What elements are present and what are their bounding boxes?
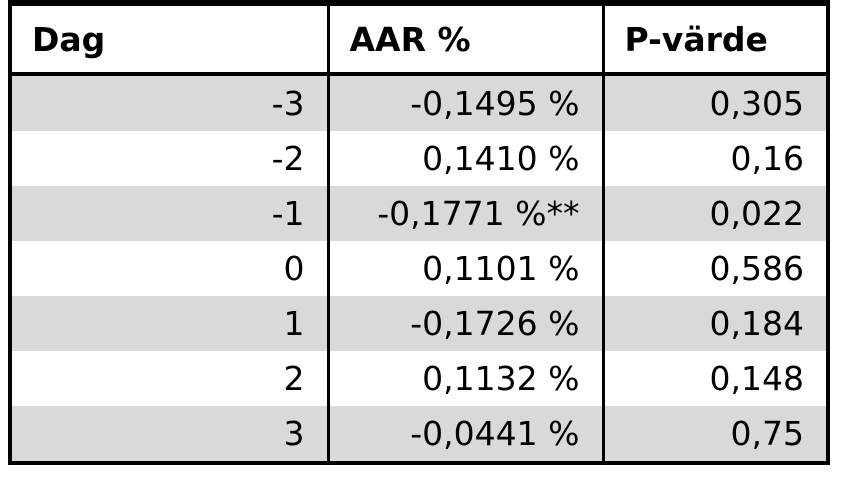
header-p-value: P-värde <box>601 6 826 76</box>
table-row: 1 -0,1726 % 0,184 <box>12 296 826 351</box>
aar-results-table: Dag AAR % P-värde -3 -0,1495 % 0,305 -2 … <box>12 6 826 461</box>
cell-aar: -0,1771 %** <box>326 186 603 242</box>
table-row: 3 -0,0441 % 0,75 <box>12 405 826 461</box>
cell-aar: 0,1132 % <box>326 351 603 406</box>
header-dag: Dag <box>12 6 328 76</box>
cell-p-value: 0,16 <box>601 131 826 187</box>
header-aar-percent: AAR % <box>326 6 603 76</box>
cell-dag: -3 <box>12 74 328 132</box>
cell-aar: -0,1495 % <box>326 74 603 132</box>
table-row: -3 -0,1495 % 0,305 <box>12 74 826 132</box>
table-row: 2 0,1132 % 0,148 <box>12 351 826 406</box>
table-row: 0 0,1101 % 0,586 <box>12 241 826 297</box>
cell-p-value: 0,586 <box>601 241 826 297</box>
results-table-frame: Dag AAR % P-värde -3 -0,1495 % 0,305 -2 … <box>8 0 830 465</box>
cell-dag: 2 <box>12 351 328 406</box>
table-row: -1 -0,1771 %** 0,022 <box>12 186 826 242</box>
cell-p-value: 0,184 <box>601 296 826 351</box>
table-row: -2 0,1410 % 0,16 <box>12 131 826 187</box>
table-header-row: Dag AAR % P-värde <box>12 6 826 76</box>
cell-p-value: 0,75 <box>601 405 826 461</box>
cell-dag: 3 <box>12 405 328 461</box>
cell-aar: -0,0441 % <box>326 405 603 461</box>
cell-dag: 1 <box>12 296 328 351</box>
cell-p-value: 0,305 <box>601 74 826 132</box>
cell-aar: -0,1726 % <box>326 296 603 351</box>
cell-p-value: 0,148 <box>601 351 826 406</box>
cell-dag: -1 <box>12 186 328 242</box>
cell-dag: -2 <box>12 131 328 187</box>
cell-aar: 0,1410 % <box>326 131 603 187</box>
cell-aar: 0,1101 % <box>326 241 603 297</box>
cell-p-value: 0,022 <box>601 186 826 242</box>
cell-dag: 0 <box>12 241 328 297</box>
